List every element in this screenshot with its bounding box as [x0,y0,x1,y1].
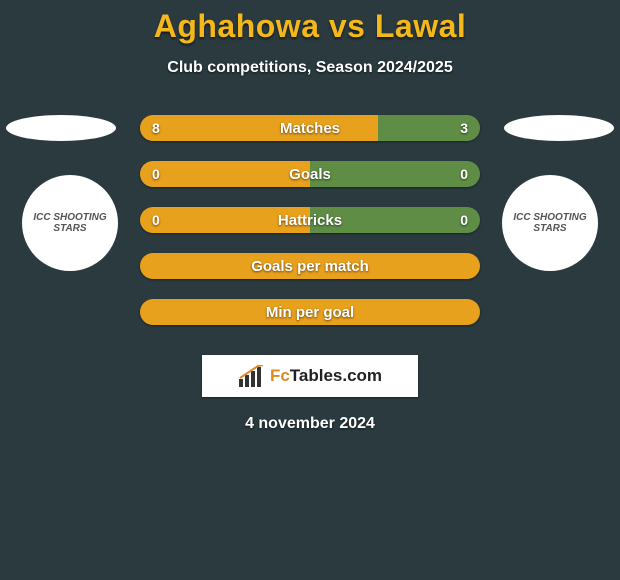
bar-row: 00Goals [140,161,480,187]
player-right-badge-text: ICC SHOOTING STARS [510,212,590,234]
bar-label: Goals [140,161,480,187]
player-left-badge-text: ICC SHOOTING STARS [30,212,110,234]
page-title: Aghahowa vs Lawal [0,8,620,45]
bar-row: Goals per match [140,253,480,279]
infographic: Aghahowa vs Lawal Club competitions, Sea… [0,0,620,580]
bars-container: 83Matches 00Goals 00Hattricks Goals per mat… [140,115,480,345]
bar-row: 83Matches [140,115,480,141]
brand-suffix: Tables.com [290,366,382,385]
bar-label: Hattricks [140,207,480,233]
bar-row: 00Hattricks [140,207,480,233]
bar-label: Min per goal [140,299,480,325]
player-left-oval [6,115,116,141]
brand-prefix: Fc [270,366,290,385]
bar-row: Min per goal [140,299,480,325]
bar-label: Matches [140,115,480,141]
brand-box: FcTables.com [202,355,418,397]
brand-text: FcTables.com [270,366,382,386]
player-left-badge: ICC SHOOTING STARS [22,175,118,271]
date: 4 november 2024 [0,415,620,433]
subtitle: Club competitions, Season 2024/2025 [0,59,620,77]
player-right-oval [504,115,614,141]
bar-label: Goals per match [140,253,480,279]
comparison-chart: ICC SHOOTING STARS ICC SHOOTING STARS 83… [0,115,620,345]
brand-icon [238,365,264,387]
player-right-badge: ICC SHOOTING STARS [502,175,598,271]
